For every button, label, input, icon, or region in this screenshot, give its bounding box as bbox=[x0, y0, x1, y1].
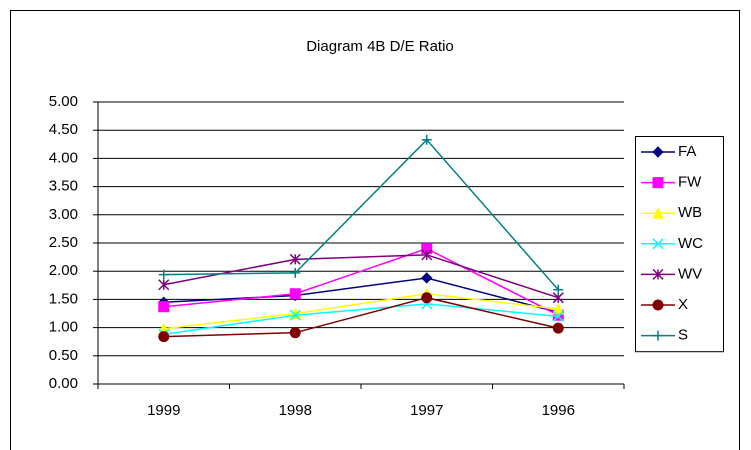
x-tick-label: 1997 bbox=[410, 402, 443, 419]
line bbox=[163, 138, 559, 291]
legend-label: X bbox=[678, 296, 688, 313]
marker bbox=[158, 331, 170, 343]
marker bbox=[652, 207, 664, 219]
marker bbox=[652, 146, 664, 158]
legend-label: WV bbox=[678, 265, 702, 282]
x-tick-label: 1996 bbox=[542, 402, 575, 419]
marker bbox=[421, 249, 433, 261]
line bbox=[163, 247, 559, 316]
marker bbox=[289, 253, 301, 265]
marker bbox=[552, 310, 564, 322]
y-tick-label: 1.50 bbox=[49, 290, 78, 307]
series bbox=[158, 292, 564, 343]
marker bbox=[652, 238, 664, 250]
marker bbox=[421, 292, 433, 304]
legend-label: FW bbox=[678, 174, 702, 191]
line bbox=[163, 303, 559, 336]
y-tick-label: 2.00 bbox=[49, 262, 78, 279]
y-tick-label: 5.00 bbox=[49, 93, 78, 110]
marker bbox=[653, 330, 663, 341]
y-tick-label: 2.50 bbox=[49, 234, 78, 251]
marker bbox=[421, 272, 433, 284]
x-tick-label: 1999 bbox=[147, 402, 180, 419]
marker bbox=[158, 301, 170, 313]
legend-label: WC bbox=[678, 235, 703, 252]
marker bbox=[553, 284, 564, 295]
chart-border bbox=[10, 10, 740, 450]
y-tick-label: 4.00 bbox=[49, 149, 78, 166]
marker bbox=[289, 327, 301, 339]
marker bbox=[289, 309, 301, 321]
marker bbox=[552, 302, 565, 315]
marker bbox=[158, 269, 169, 280]
marker bbox=[552, 322, 564, 334]
y-tick-label: 3.00 bbox=[49, 206, 78, 223]
line bbox=[163, 277, 559, 314]
marker bbox=[290, 267, 301, 278]
y-tick-label: 3.50 bbox=[49, 178, 78, 195]
marker bbox=[652, 177, 664, 189]
series bbox=[158, 243, 564, 321]
marker bbox=[652, 268, 664, 280]
y-tick-label: 1.00 bbox=[49, 319, 78, 336]
series bbox=[158, 134, 564, 295]
series bbox=[158, 249, 564, 304]
legend-label: WB bbox=[678, 204, 702, 221]
legend-label: S bbox=[678, 327, 688, 344]
y-tick-label: 0.00 bbox=[49, 375, 78, 392]
marker bbox=[289, 288, 301, 300]
marker bbox=[158, 279, 170, 291]
y-tick-label: 0.50 bbox=[49, 347, 78, 364]
chart-title: Diagram 4B D/E Ratio bbox=[306, 38, 454, 55]
marker bbox=[421, 134, 432, 145]
marker bbox=[652, 299, 664, 311]
x-tick-label: 1998 bbox=[279, 402, 312, 419]
line bbox=[163, 293, 559, 330]
legend-label: FA bbox=[678, 143, 696, 160]
line bbox=[163, 296, 559, 338]
line bbox=[163, 254, 559, 299]
y-tick-label: 4.50 bbox=[49, 121, 78, 138]
